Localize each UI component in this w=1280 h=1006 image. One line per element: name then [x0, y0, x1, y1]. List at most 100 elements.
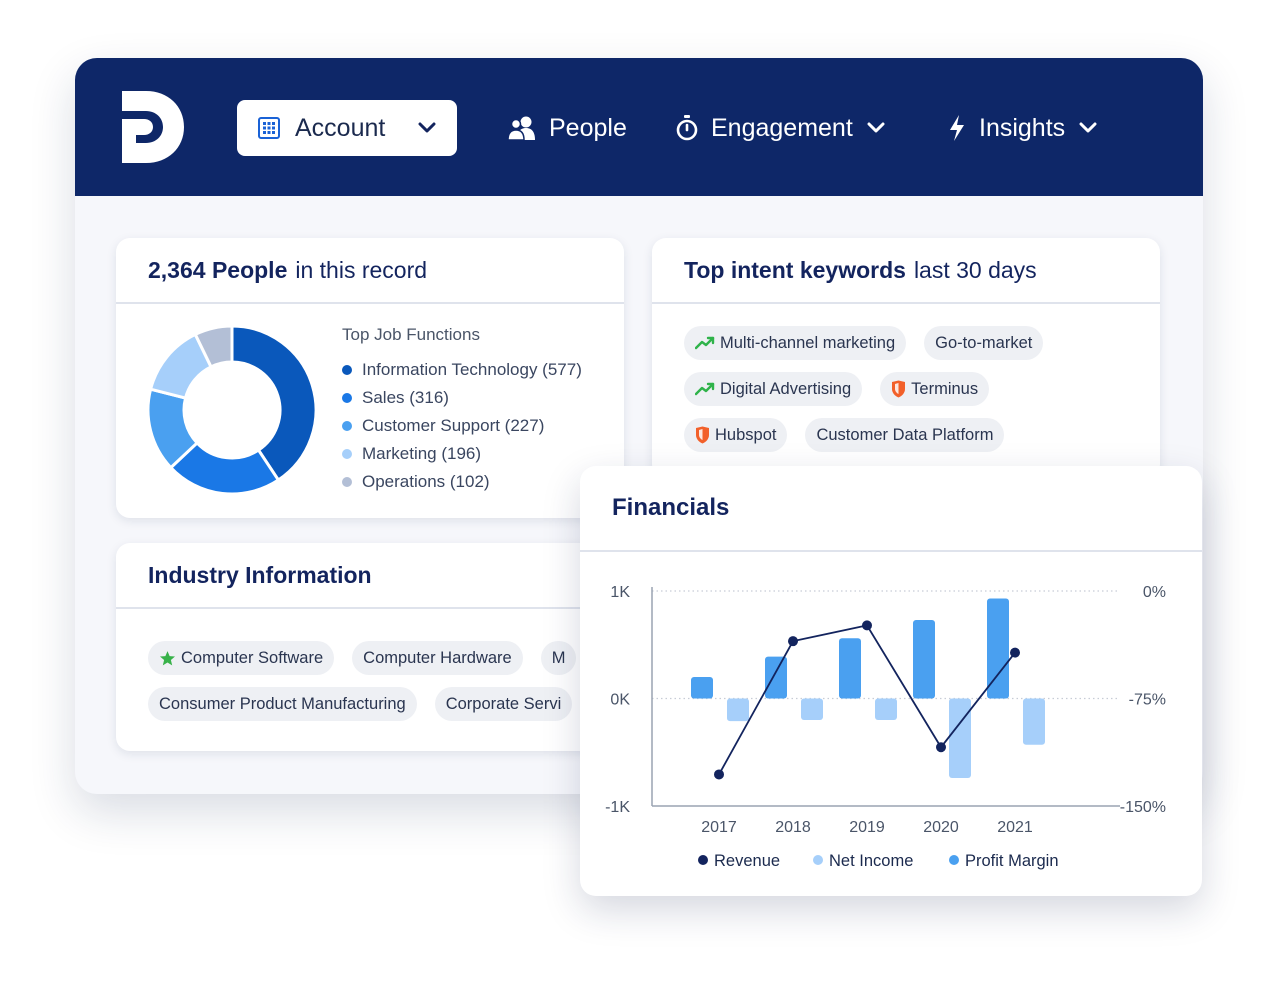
- point-revenue-2020[interactable]: [936, 742, 946, 753]
- chip-label: Multi-channel marketing: [720, 333, 896, 352]
- legend-item: Marketing (196): [342, 440, 582, 468]
- job-functions-donut: [146, 324, 318, 496]
- shield-icon: [696, 426, 709, 444]
- legend-revenue[interactable]: Revenue: [714, 852, 780, 870]
- bar-net-income-2019[interactable]: [875, 698, 897, 721]
- financials-card: Financials 1K 0K -1K 0% -75% -150% 2017 2018 201…: [580, 466, 1202, 896]
- point-revenue-2019[interactable]: [862, 620, 872, 631]
- bar-net-income-2017[interactable]: [727, 698, 749, 722]
- keywords-title: Top intent keywords: [684, 256, 906, 283]
- legend-net-income[interactable]: Net Income: [829, 852, 913, 870]
- chip-multi-channel-marketing[interactable]: Multi-channel marketing: [684, 326, 907, 360]
- industry-card: Industry Information Computer Software Co…: [116, 543, 624, 751]
- stopwatch-icon: [676, 115, 698, 141]
- lightning-icon: [950, 115, 964, 141]
- legend-item: Information Technology (577): [342, 356, 582, 384]
- chip-row: Multi-channel marketing Go-to-market: [684, 326, 1044, 360]
- chevron-down-icon: [418, 122, 436, 133]
- y-left-tick-label: -1K: [605, 799, 630, 816]
- job-functions-legend: Information Technology (577) Sales (316) C…: [342, 356, 582, 496]
- trending-up-icon: [695, 336, 715, 350]
- legend-profit-margin[interactable]: Profit Margin: [965, 852, 1059, 870]
- chip-corporate-servi[interactable]: Corporate Servi: [434, 687, 573, 721]
- x-tick-label: 2019: [849, 819, 885, 836]
- nav-people[interactable]: People: [507, 106, 627, 150]
- chip-computer-software[interactable]: Computer Software: [148, 641, 335, 675]
- chip-go-to-market[interactable]: Go-to-market: [924, 326, 1044, 360]
- bar-profit-margin-2021[interactable]: [987, 598, 1009, 699]
- legend-label: Marketing (196): [362, 444, 482, 463]
- bar-net-income-2018[interactable]: [801, 698, 823, 721]
- x-tick-label: 2021: [997, 819, 1033, 836]
- top-nav: Account People Engagement: [75, 58, 1203, 196]
- brand-logo-icon[interactable]: [122, 91, 184, 163]
- chip-label: Computer Hardware: [363, 648, 512, 667]
- chip-consumer-product-manufacturing[interactable]: Consumer Product Manufacturing: [148, 687, 417, 721]
- bar-profit-margin-2019[interactable]: [839, 638, 861, 699]
- chip-row: Hubspot Customer Data Platform: [684, 418, 1043, 452]
- chip-label: Customer Data Platform: [816, 425, 994, 444]
- nav-people-label: People: [549, 113, 627, 142]
- people-count-suffix: in this record: [295, 256, 428, 283]
- chip-hubspot[interactable]: Hubspot: [684, 418, 788, 452]
- legend-dot: [342, 421, 352, 431]
- people-card: 2,364 People in this record Top Job Func…: [116, 238, 624, 518]
- legend-item: Operations (102): [342, 468, 582, 496]
- bar-profit-margin-2018[interactable]: [765, 656, 787, 699]
- chip-label: Consumer Product Manufacturing: [159, 694, 406, 713]
- legend-dot: [342, 393, 352, 403]
- keywords-suffix: last 30 days: [913, 256, 1037, 283]
- chip-label: Terminus: [911, 379, 979, 398]
- donut-slice-information-technology[interactable]: [230, 324, 318, 483]
- point-revenue-2017[interactable]: [714, 769, 724, 780]
- point-revenue-2018[interactable]: [788, 636, 798, 647]
- chip-row: Consumer Product Manufacturing Corporate …: [148, 687, 576, 721]
- chip-row: Digital Advertising Terminus: [684, 372, 1043, 406]
- legend-dot: [342, 477, 352, 487]
- chip-label: Computer Software: [181, 648, 324, 667]
- financials-chart: 1K 0K -1K 0% -75% -150% 2017 2018 2019 2020 2021 Re…: [605, 584, 1166, 870]
- account-select-label: Account: [295, 113, 386, 142]
- people-icon: [507, 116, 535, 141]
- legend-dot: [698, 855, 708, 865]
- people-card-header: 2,364 People in this record: [116, 238, 624, 304]
- chip-m[interactable]: M: [540, 641, 577, 675]
- trending-up-icon: [695, 382, 715, 396]
- keyword-chips: Multi-channel marketing Go-to-market Digit…: [684, 326, 1044, 452]
- job-functions-title: Top Job Functions: [342, 325, 480, 344]
- legend-item: Sales (316): [342, 384, 582, 412]
- keywords-card-header: Top intent keywords last 30 days: [652, 238, 1160, 304]
- bar-net-income-2021[interactable]: [1023, 698, 1045, 745]
- chip-computer-hardware[interactable]: Computer Hardware: [352, 641, 523, 675]
- chip-customer-data-platform[interactable]: Customer Data Platform: [805, 418, 1005, 452]
- account-select[interactable]: Account: [237, 100, 457, 156]
- legend-label: Customer Support (227): [362, 416, 545, 435]
- shield-icon: [892, 380, 906, 398]
- donut-slice-operations[interactable]: [193, 324, 234, 369]
- chip-digital-advertising[interactable]: Digital Advertising: [684, 372, 863, 406]
- x-tick-label: 2017: [701, 819, 737, 836]
- keywords-card: Top intent keywords last 30 days Multi-c…: [652, 238, 1160, 478]
- bar-net-income-2020[interactable]: [949, 698, 971, 779]
- chip-label: Digital Advertising: [720, 379, 852, 398]
- x-tick-label: 2020: [923, 819, 959, 836]
- legend-dot: [342, 365, 352, 375]
- chip-terminus[interactable]: Terminus: [880, 372, 990, 406]
- bar-profit-margin-2017[interactable]: [691, 677, 713, 699]
- chip-label: Go-to-market: [935, 333, 1033, 352]
- point-revenue-2021[interactable]: [1010, 647, 1020, 658]
- financials-title: Financials: [612, 494, 730, 521]
- chip-label: Hubspot: [715, 425, 777, 444]
- chevron-down-icon: [867, 122, 885, 133]
- legend-item: Customer Support (227): [342, 412, 582, 440]
- bar-profit-margin-2020[interactable]: [913, 620, 935, 699]
- nav-engagement[interactable]: Engagement: [675, 106, 887, 150]
- legend-dot: [342, 449, 352, 459]
- people-count: 2,364 People: [148, 256, 288, 283]
- y-right-tick-label: -75%: [1129, 692, 1166, 709]
- legend-label: Information Technology (577): [362, 360, 582, 379]
- chip-label: M: [551, 648, 566, 667]
- nav-insights[interactable]: Insights: [947, 106, 1099, 150]
- y-left-tick-label: 1K: [610, 584, 630, 601]
- financials-card-header: Financials: [580, 466, 1202, 552]
